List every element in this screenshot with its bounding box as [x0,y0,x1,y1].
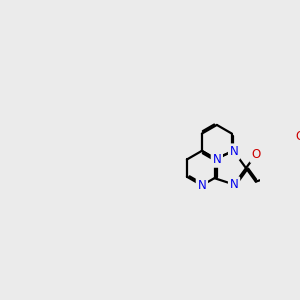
Text: N: N [212,153,221,166]
Text: O: O [251,148,260,161]
Text: O: O [295,130,300,143]
Text: N: N [197,179,206,192]
Text: N: N [230,178,239,191]
Text: N: N [230,145,239,158]
